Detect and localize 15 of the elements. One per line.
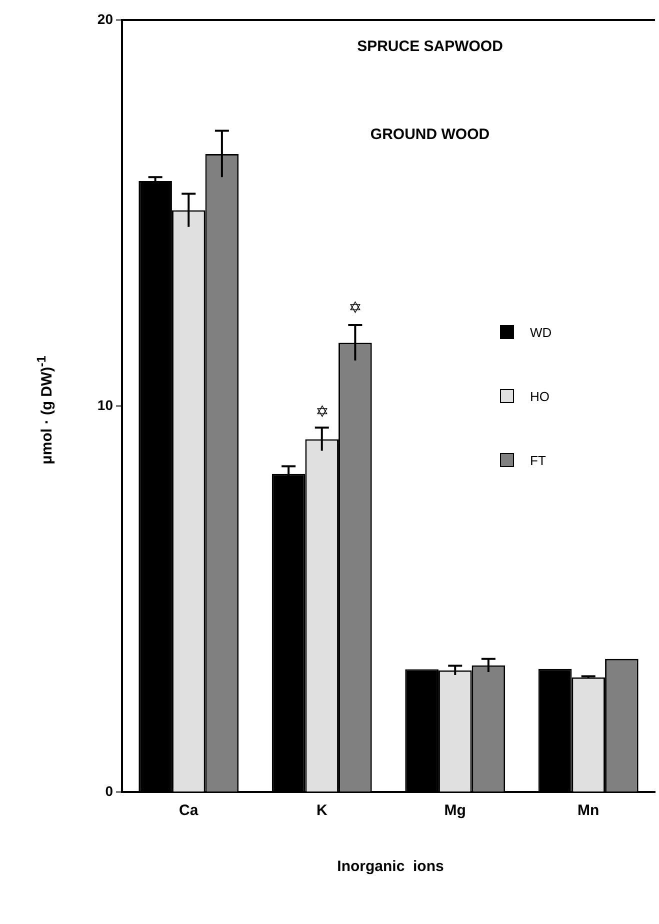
y-tick-label: 0 <box>105 782 114 799</box>
x-tick-label: K <box>316 802 328 820</box>
annotation: ✡ <box>348 299 362 318</box>
legend-label: FT <box>530 452 546 468</box>
annotation: GROUND WOOD <box>369 126 491 143</box>
y-tick-label: 10 <box>97 396 114 413</box>
y-tick-label: 20 <box>97 10 114 27</box>
annotation: ✡ <box>314 403 330 422</box>
x-tick-label: Mn <box>578 802 600 820</box>
x-tick-label: Ca <box>179 802 199 820</box>
legend-label: WD <box>530 324 552 340</box>
x-axis-title: Inorganic ions <box>336 858 445 875</box>
annotation: SPRUCE SAPWOOD <box>356 38 504 55</box>
x-tick-label: Mg <box>444 802 466 820</box>
legend-label: HO <box>530 388 550 404</box>
